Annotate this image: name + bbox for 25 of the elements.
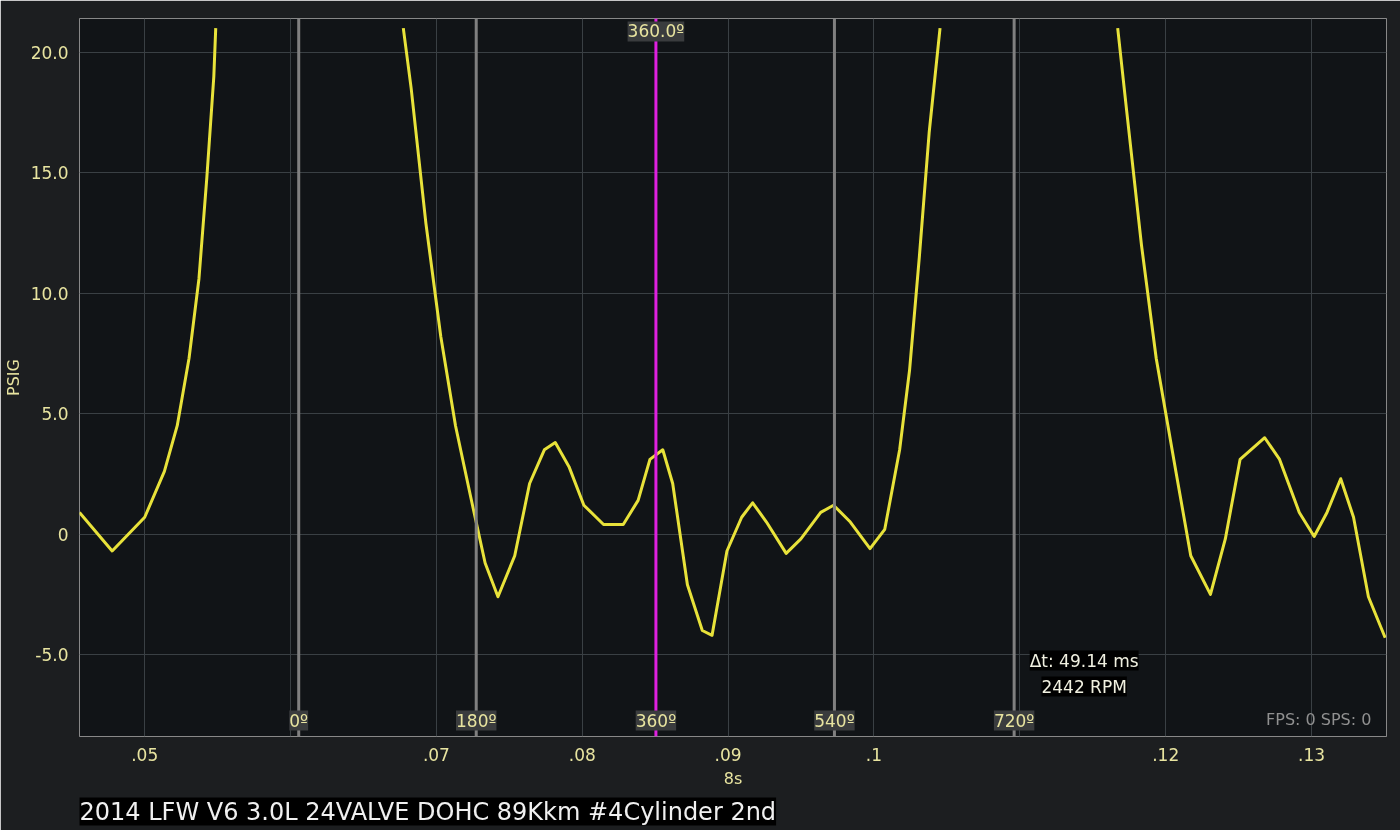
x-tick-label: .12 — [1152, 744, 1180, 765]
annotation: Δt: 49.14 ms — [1029, 650, 1139, 671]
annotation: 360º — [635, 710, 677, 731]
y-tick-label: 15.0 — [30, 163, 69, 184]
annotation: 540º — [814, 710, 855, 731]
annotation: FPS: 0 SPS: 0 — [1266, 709, 1372, 729]
annotation: 720º — [993, 710, 1035, 731]
x-tick-label: .1 — [865, 744, 883, 765]
x-axis-title: 8s — [723, 768, 743, 788]
y-tick-label: 5.0 — [41, 404, 69, 425]
annotation: 360.0º — [627, 21, 685, 42]
annotation: 180º — [455, 710, 497, 731]
annotation: 0º — [289, 710, 309, 731]
x-tick-label: .09 — [714, 744, 742, 765]
annotation: 2442 RPM — [1041, 676, 1127, 697]
y-tick-label: 10.0 — [30, 283, 69, 304]
y-tick-label: -5.0 — [35, 645, 69, 666]
x-tick-label: .05 — [131, 744, 159, 765]
y-axis-title: PSIG — [3, 359, 23, 396]
y-tick-label: 20.0 — [30, 42, 69, 63]
x-tick-label: .08 — [568, 744, 596, 765]
y-tick-label: 0 — [57, 524, 69, 545]
x-tick-label: .13 — [1298, 744, 1326, 765]
text: 2014 LFW V6 3.0L 24VALVE DOHC 89Kkm #4Cylinder 2nd — [79, 797, 777, 826]
x-tick-label: .07 — [422, 744, 450, 765]
